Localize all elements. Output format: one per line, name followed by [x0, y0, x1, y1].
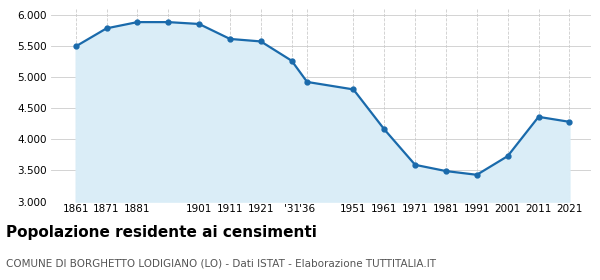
- Text: Popolazione residente ai censimenti: Popolazione residente ai censimenti: [6, 225, 317, 241]
- Text: COMUNE DI BORGHETTO LODIGIANO (LO) - Dati ISTAT - Elaborazione TUTTITALIA.IT: COMUNE DI BORGHETTO LODIGIANO (LO) - Dat…: [6, 259, 436, 269]
